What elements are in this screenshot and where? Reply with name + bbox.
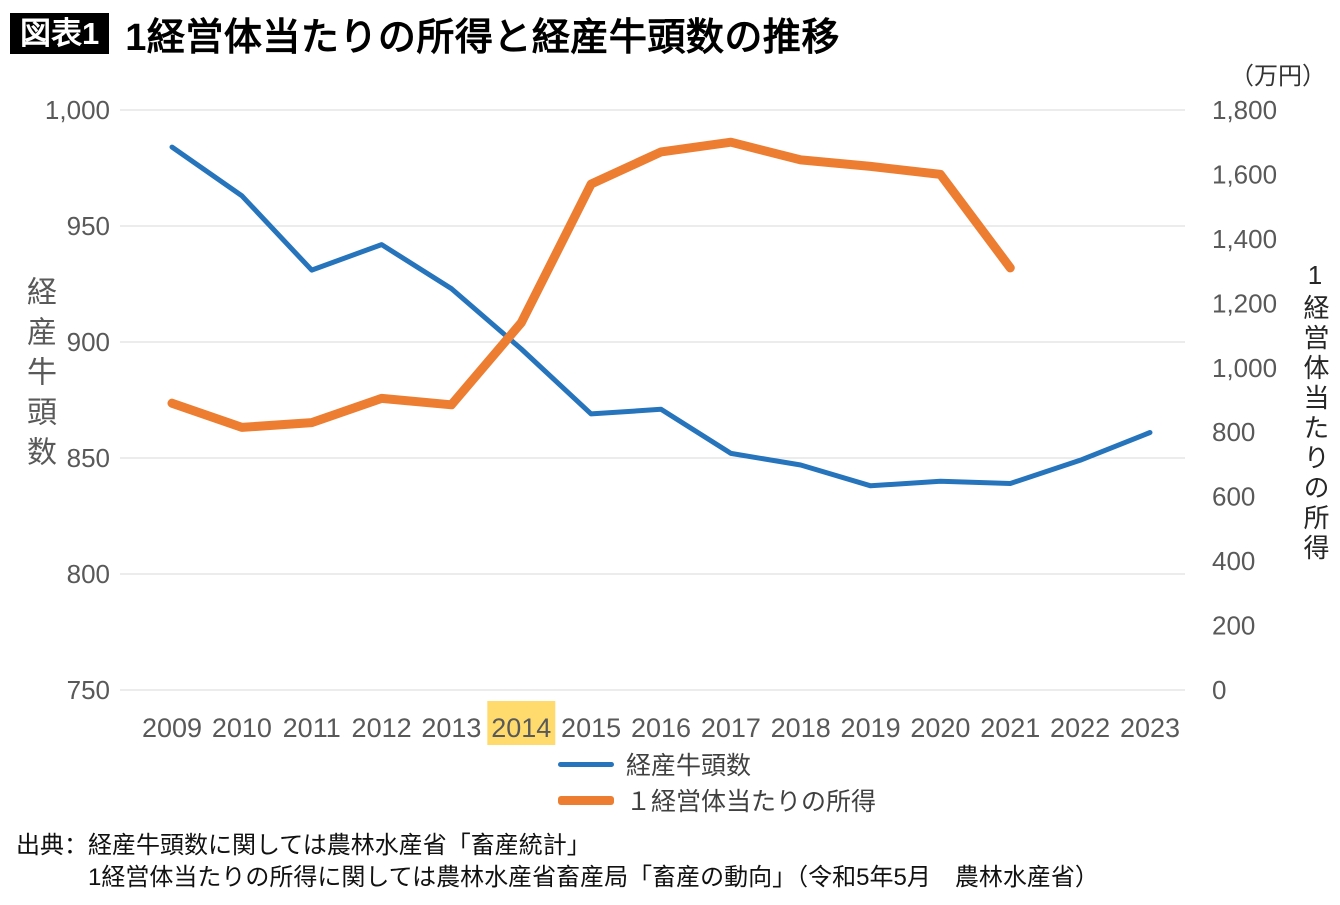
x-axis-label: 2009 [142, 713, 202, 743]
left-axis-tick-label: 750 [67, 675, 110, 705]
income-per-farm-legend-label: １経営体当たりの所得 [626, 788, 877, 816]
x-axis-label: 2019 [841, 713, 901, 743]
x-axis-label: 2018 [771, 713, 831, 743]
cattle-count-line [169, 144, 1153, 489]
right-axis-tick-label: 200 [1212, 611, 1255, 641]
x-axis-label: 2015 [561, 713, 621, 743]
legend-item-cattle-count: 経産牛頭数 [558, 750, 876, 780]
x-label-highlight [487, 701, 556, 745]
chart-legend: 経産牛頭数 １経営体当たりの所得 [558, 750, 876, 816]
right-axis-tick-label: 1,400 [1212, 224, 1277, 254]
legend-item-income-per-farm: １経営体当たりの所得 [558, 786, 876, 816]
x-axis-label: 2020 [910, 713, 970, 743]
right-axis-tick-label: 1,200 [1212, 288, 1277, 318]
right-axis-tick-label: 400 [1212, 546, 1255, 576]
right-axis-tick-label: 800 [1212, 417, 1255, 447]
cattle-count-legend-marker [558, 761, 614, 767]
figure-title: 1経営体当たりの所得と経産牛頭数の推移 [125, 17, 840, 59]
right-axis-tick-label: 1,800 [1212, 95, 1277, 125]
right-axis-tick-label: 1,600 [1212, 159, 1277, 189]
right-axis-unit-label: （万円） [1230, 63, 1326, 90]
source-line-1: 出典：経産牛頭数に関しては農林水産省「畜産統計」 [16, 832, 591, 859]
figure-badge: 図表1 [10, 12, 110, 55]
left-axis-tick-label: 800 [67, 559, 110, 589]
x-axis-label: 2014 [491, 713, 551, 743]
cattle-count-legend-label: 経産牛頭数 [626, 752, 752, 780]
left-axis-tick-label: 1,000 [45, 95, 110, 125]
x-axis-label: 2012 [352, 713, 412, 743]
left-axis-title: 経産牛頭数 [22, 276, 55, 476]
x-axis-label: 2021 [980, 713, 1040, 743]
x-axis-label: 2022 [1050, 713, 1110, 743]
x-axis-label: 2013 [421, 713, 481, 743]
x-axis-label: 2017 [701, 713, 761, 743]
x-axis-label: 2010 [212, 713, 272, 743]
income-per-farm-legend-marker [558, 795, 614, 805]
x-axis-label: 2023 [1120, 713, 1180, 743]
right-axis-title: 1経営体当たりの所得 [1300, 260, 1330, 564]
right-axis-tick-label: 0 [1212, 675, 1226, 705]
x-axis-label: 2011 [283, 713, 341, 743]
x-axis-label: 2016 [631, 713, 691, 743]
left-axis-tick-label: 900 [67, 327, 110, 357]
source-line-2: 1経営体当たりの所得に関しては農林水産省畜産局「畜産の動向」（令和5年5月 農林… [88, 863, 1099, 891]
title-row: 図表1 1経営体当たりの所得と経産牛頭数の推移 [10, 6, 840, 61]
left-axis-tick-label: 950 [67, 211, 110, 241]
left-axis-tick-label: 850 [67, 443, 110, 473]
right-axis-tick-label: 600 [1212, 482, 1255, 512]
income-per-farm-line [167, 137, 1015, 432]
right-axis-tick-label: 1,000 [1212, 353, 1277, 383]
source-note: 出典：経産牛頭数に関しては農林水産省「畜産統計」 1経営体当たりの所得に関しては… [16, 830, 1099, 893]
